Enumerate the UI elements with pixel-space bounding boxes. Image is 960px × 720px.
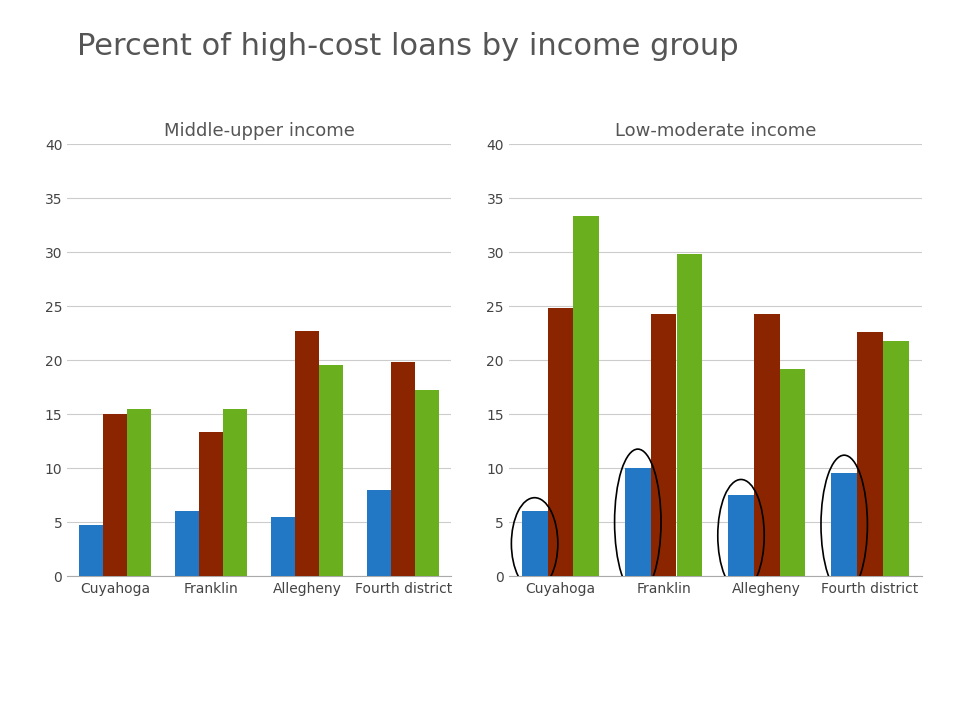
Bar xyxy=(272,517,296,576)
Bar xyxy=(368,490,392,576)
Bar xyxy=(80,526,104,576)
Bar xyxy=(224,409,248,576)
Bar xyxy=(651,314,677,576)
Bar xyxy=(573,216,599,576)
Text: Bank & affiliate lending: Bank & affiliate lending xyxy=(361,642,527,654)
Title: Low-moderate income: Low-moderate income xyxy=(614,122,816,140)
Bar xyxy=(831,474,857,576)
Text: In CRA assessment areas: In CRA assessment areas xyxy=(63,672,240,685)
Title: Middle-upper income: Middle-upper income xyxy=(164,122,354,140)
Bar xyxy=(416,390,440,576)
Bar xyxy=(728,495,754,576)
Text: Percent of high-cost loans by income group: Percent of high-cost loans by income gro… xyxy=(77,32,738,61)
Bar xyxy=(319,365,344,576)
Bar xyxy=(104,414,127,576)
Bar xyxy=(780,369,805,576)
Text: Independent mortgage company: Independent mortgage company xyxy=(639,656,869,669)
Bar xyxy=(677,254,703,576)
Bar xyxy=(200,432,224,576)
Bar xyxy=(547,308,573,576)
Bar xyxy=(296,331,319,576)
Bar xyxy=(883,341,909,576)
Bar xyxy=(521,511,547,576)
Bar xyxy=(392,362,416,576)
Bar xyxy=(754,314,780,576)
Text: Bank & affiliate lending: Bank & affiliate lending xyxy=(63,642,229,654)
Text: Outside CRA assessment areas: Outside CRA assessment areas xyxy=(361,672,579,685)
Bar xyxy=(625,468,651,576)
Bar xyxy=(176,511,200,576)
Bar xyxy=(127,409,152,576)
Bar xyxy=(857,332,883,576)
